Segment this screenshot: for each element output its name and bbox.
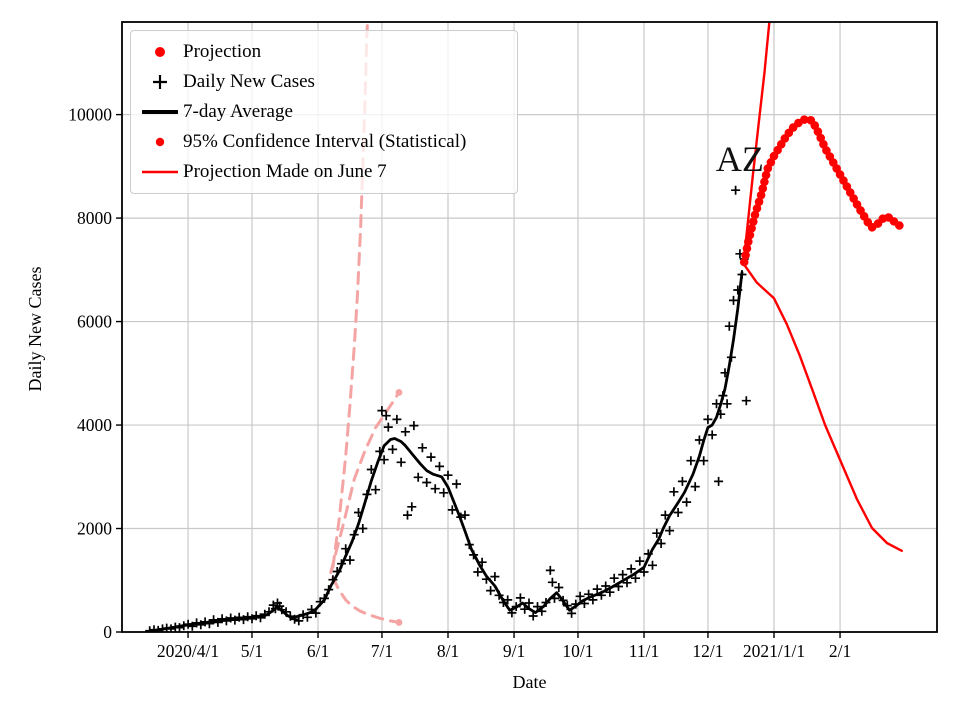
series-june-7-lower-95-ci — [331, 576, 403, 626]
x-tick-label: 2021/1/1 — [743, 641, 805, 661]
axis-ticks — [116, 113, 841, 638]
x-tick-label: 9/1 — [503, 641, 525, 661]
y-tick-label: 8000 — [77, 208, 112, 228]
legend: Projection Daily New Cases 7-day Average 95… — [130, 30, 518, 194]
dashed-line-end-dot — [395, 389, 403, 396]
line-thick-icon — [142, 110, 178, 114]
legend-label: 95% Confidence Interval (Statistical) — [183, 131, 467, 152]
legend-item-95-confidence-interval-statistical: 95% Confidence Interval (Statistical) — [137, 127, 507, 157]
line-icon — [142, 170, 178, 174]
x-tick-label: 5/1 — [241, 641, 263, 661]
state-annotation: AZ — [716, 139, 764, 179]
y-tick-label: 6000 — [77, 312, 112, 332]
plot-border — [121, 21, 938, 633]
x-tick-label: 6/1 — [307, 641, 329, 661]
y-tick-label: 2000 — [77, 519, 112, 539]
series-projection — [739, 114, 907, 267]
dashed-line-end-dot — [395, 619, 403, 626]
legend-item-projection: Projection — [137, 37, 507, 67]
series-95-ci-upper-current-projection — [743, 22, 771, 259]
series-7-day-average — [148, 270, 744, 632]
x-tick-label: 2020/4/1 — [157, 641, 219, 661]
legend-item-7-day-average: 7-day Average — [137, 97, 507, 127]
legend-label: 7-day Average — [183, 101, 293, 122]
x-tick-label: 2/1 — [829, 641, 851, 661]
tick-labels: 2020/4/1 5/1 6/1 7/1 8/1 9/1 10/1 11/1 12/1 2021/… — [68, 105, 851, 661]
x-tick-label: 12/1 — [692, 641, 723, 661]
legend-label: Daily New Cases — [183, 71, 315, 92]
legend-label: Projection Made on June 7 — [183, 161, 387, 182]
plus-icon — [153, 75, 167, 89]
legend-item-projection-made-on-june-7: Projection Made on June 7 — [137, 157, 507, 187]
series-june-7-central-projection — [329, 389, 403, 574]
y-tick-label: 10000 — [68, 105, 112, 125]
y-tick-label: 0 — [103, 622, 112, 642]
x-tick-label: 8/1 — [437, 641, 459, 661]
series-95-ci-lower-current-projection — [743, 263, 903, 552]
y-tick-label: 4000 — [77, 415, 112, 435]
x-tick-label: 10/1 — [562, 641, 593, 661]
x-axis-label: Date — [512, 672, 547, 692]
dot-small-icon — [155, 137, 165, 147]
legend-item-daily-new-cases: Daily New Cases — [137, 67, 507, 97]
x-tick-label: 7/1 — [371, 641, 393, 661]
y-axis-label: Daily New Cases — [25, 266, 45, 392]
x-tick-label: 11/1 — [629, 641, 659, 661]
dot-large-icon — [155, 47, 165, 57]
legend-label: Projection — [183, 41, 262, 62]
